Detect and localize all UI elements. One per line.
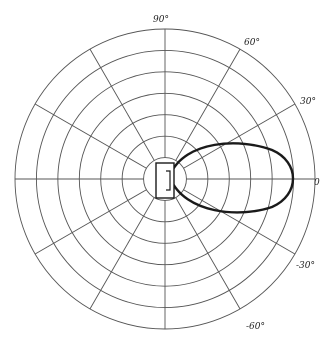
angle-label-30: 30° bbox=[300, 97, 316, 107]
grid-spoke-150 bbox=[34, 103, 147, 169]
source-element-bracket bbox=[166, 170, 171, 191]
grid-spoke-300 bbox=[175, 197, 241, 310]
angle-label-90: 90° bbox=[153, 15, 169, 25]
source-element-body bbox=[155, 162, 175, 199]
grid-spoke-330 bbox=[183, 189, 296, 255]
grid-spoke-240 bbox=[89, 197, 155, 310]
grid-spoke-120 bbox=[89, 48, 155, 161]
angle-label-neg60: -60° bbox=[246, 322, 265, 332]
grid-spoke-210 bbox=[34, 189, 147, 255]
grid-spoke-60 bbox=[175, 48, 241, 161]
angle-label-0: 0 bbox=[314, 178, 320, 188]
source-element bbox=[155, 162, 175, 199]
angle-label-neg30: -30° bbox=[296, 261, 315, 271]
angle-label-60: 60° bbox=[244, 38, 260, 48]
grid-spoke-30 bbox=[183, 103, 296, 169]
radiation-lobe bbox=[168, 142, 295, 214]
